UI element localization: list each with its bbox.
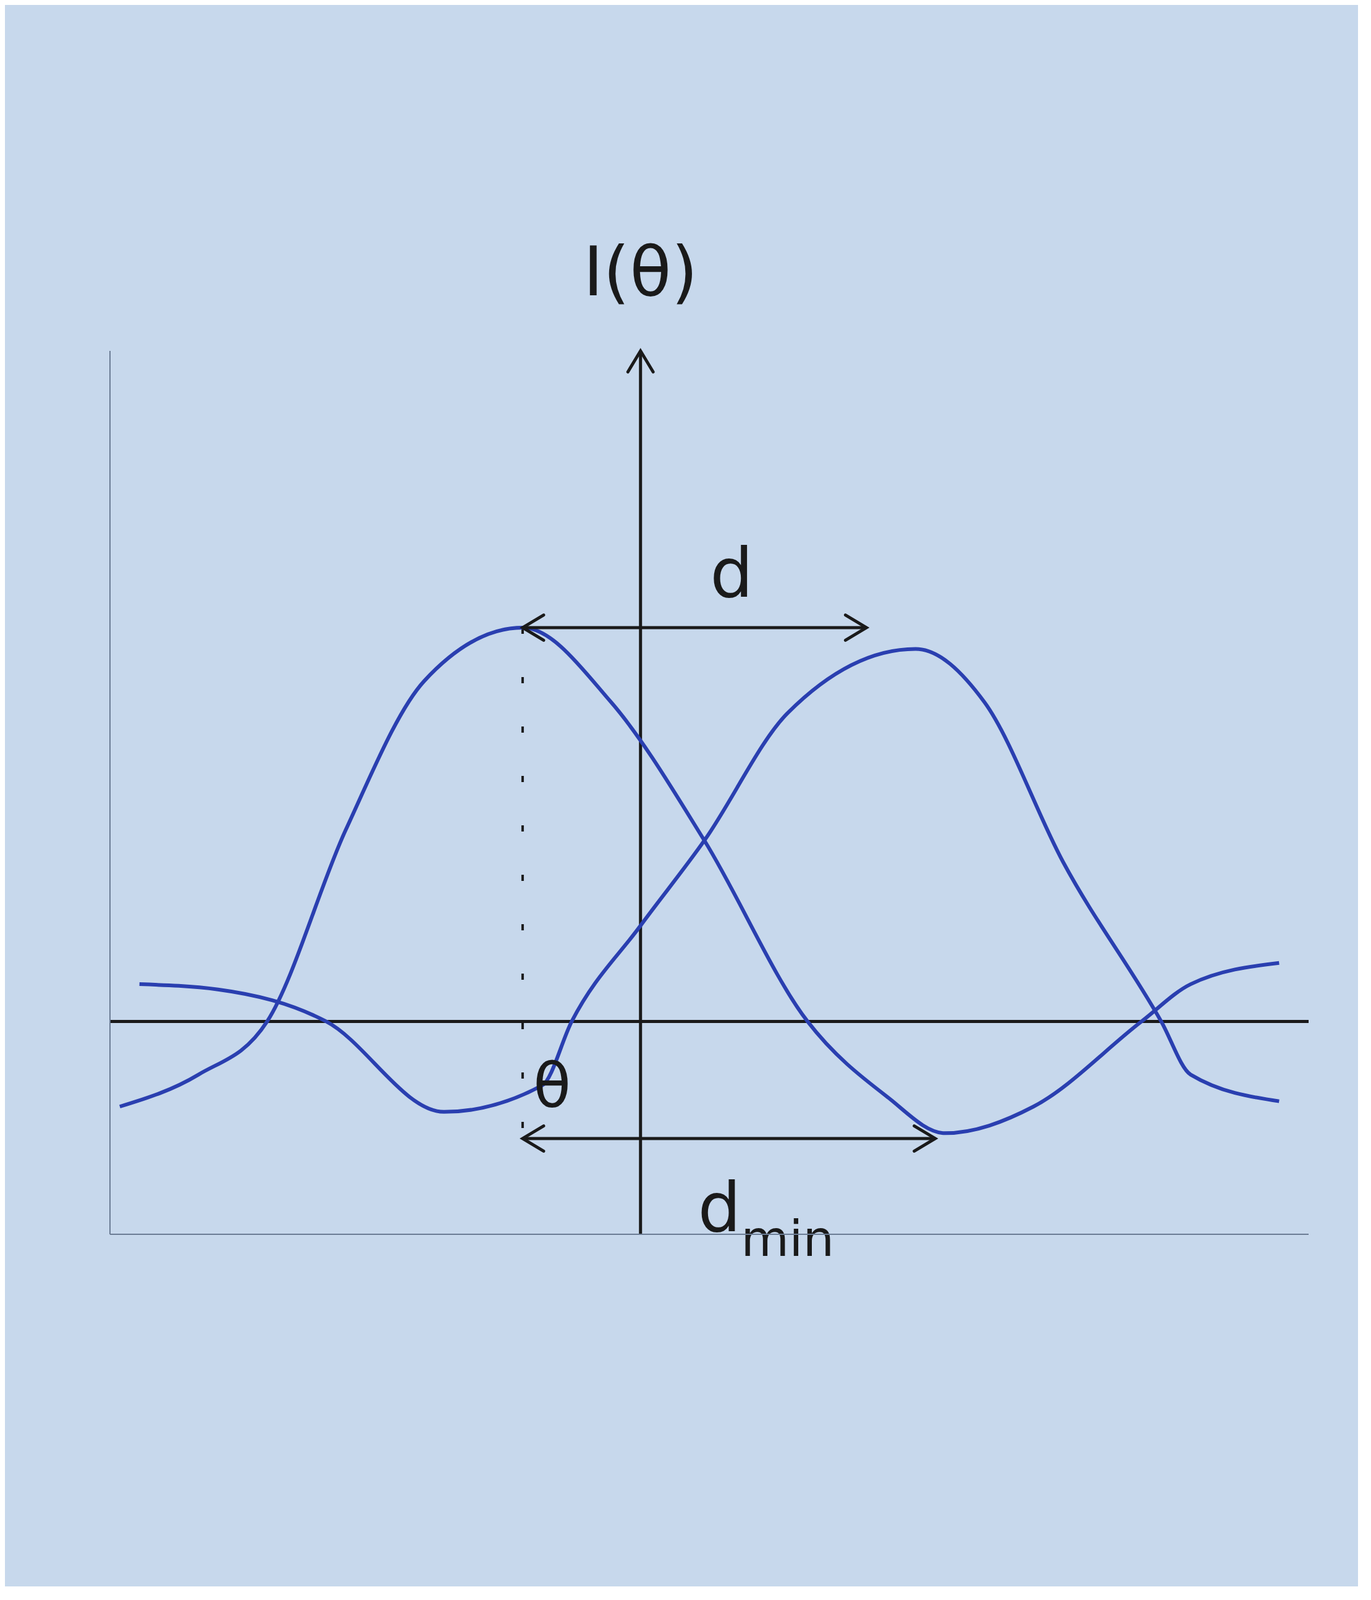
svg-text:I(θ): I(θ) bbox=[583, 232, 699, 312]
svg-text:d: d bbox=[709, 533, 754, 613]
svg-text:dmin: dmin bbox=[697, 1168, 835, 1268]
svg-text:θ: θ bbox=[533, 1049, 571, 1123]
